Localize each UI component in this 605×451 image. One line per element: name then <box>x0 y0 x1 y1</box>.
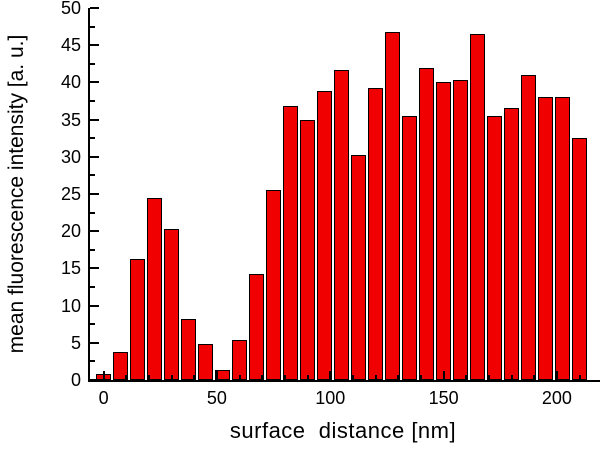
bar <box>538 97 553 380</box>
y-tick-mark <box>90 25 95 28</box>
bar <box>487 115 502 380</box>
x-tick-label: 0 <box>98 388 109 408</box>
y-tick-mark <box>90 44 99 47</box>
y-tick-mark <box>90 341 99 344</box>
y-tick-label: 5 <box>70 332 81 353</box>
bar <box>249 273 264 380</box>
x-tick-mark <box>442 371 445 380</box>
x-tick-mark <box>351 375 354 380</box>
x-tick-mark <box>147 375 150 380</box>
x-tick-label: 100 <box>315 388 346 408</box>
bar <box>436 82 451 380</box>
y-tick-mark <box>90 304 99 307</box>
x-tick-mark <box>397 375 400 380</box>
y-tick-mark <box>90 286 95 288</box>
bar <box>113 351 128 380</box>
bar <box>351 154 366 380</box>
bar <box>266 190 281 380</box>
y-tick-label: 25 <box>60 184 81 204</box>
y-tick-mark <box>90 155 99 158</box>
x-tick-mark <box>215 371 218 380</box>
y-tick-mark <box>90 211 95 214</box>
x-tick-mark <box>125 375 128 380</box>
y-tick-mark <box>90 267 99 270</box>
x-tick-label: 50 <box>206 388 227 408</box>
bar <box>181 319 196 380</box>
y-axis-title: mean fluorescence intensity [a. u.] <box>5 34 28 354</box>
y-tick-mark <box>90 323 95 326</box>
x-tick-mark <box>102 371 105 380</box>
bar <box>521 74 536 380</box>
x-tick-mark <box>374 375 377 380</box>
y-tick-label: 10 <box>60 295 81 316</box>
y-tick-mark <box>90 360 95 363</box>
bar <box>215 369 230 380</box>
y-tick-mark <box>90 230 99 233</box>
bar <box>504 108 519 380</box>
y-tick-mark <box>90 62 95 65</box>
x-tick-mark <box>510 375 513 380</box>
bar <box>300 119 315 380</box>
bar <box>334 69 349 380</box>
x-tick-label: 150 <box>428 388 459 408</box>
x-tick-mark <box>487 375 490 380</box>
bar <box>402 115 417 380</box>
x-tick-mark <box>283 375 286 380</box>
bar <box>470 34 485 380</box>
y-tick-label: 0 <box>70 370 81 390</box>
x-axis-title: surface distance [nm] <box>229 418 457 443</box>
y-tick-mark <box>90 118 99 121</box>
bar <box>130 259 145 380</box>
x-tick-mark <box>578 375 581 380</box>
y-tick-label: 15 <box>60 258 81 279</box>
x-tick-label: 200 <box>541 388 572 408</box>
y-tick-mark <box>90 248 95 251</box>
plot-area: 0 5 10 15 20 25 30 35 40 45 50 0 50 100 150 200 <box>61 0 600 407</box>
y-tick-mark <box>90 7 99 9</box>
y-tick-mark <box>90 137 95 140</box>
y-tick-mark <box>90 174 95 177</box>
bar <box>232 339 247 380</box>
x-tick-mark <box>261 375 264 380</box>
bar <box>164 228 179 380</box>
y-tick-label: 35 <box>60 109 81 130</box>
bar <box>419 67 434 380</box>
bar <box>453 80 468 380</box>
x-tick-mark <box>170 375 173 380</box>
x-tick-mark <box>238 375 241 380</box>
bar <box>385 31 400 380</box>
y-tick-mark <box>90 100 95 102</box>
bar <box>317 91 332 380</box>
y-tick-label: 40 <box>60 72 81 93</box>
x-tick-mark <box>306 375 309 380</box>
bar <box>283 106 298 380</box>
y-tick-label: 45 <box>60 35 81 56</box>
bar <box>555 97 570 380</box>
y-tick-mark <box>90 81 99 84</box>
y-tick-mark <box>90 379 99 381</box>
bar <box>147 197 162 380</box>
x-tick-mark <box>193 375 196 380</box>
x-tick-mark <box>329 371 332 380</box>
x-tick-mark <box>533 375 536 380</box>
bar <box>368 88 383 380</box>
y-tick-label: 20 <box>60 221 81 242</box>
y-tick-label: 50 <box>60 0 81 18</box>
y-tick-label: 30 <box>60 146 81 167</box>
bar <box>572 138 587 380</box>
x-tick-mark <box>555 371 558 380</box>
x-tick-mark <box>419 375 422 380</box>
bar <box>198 344 213 380</box>
x-tick-mark <box>465 375 468 380</box>
y-tick-mark <box>90 193 99 195</box>
